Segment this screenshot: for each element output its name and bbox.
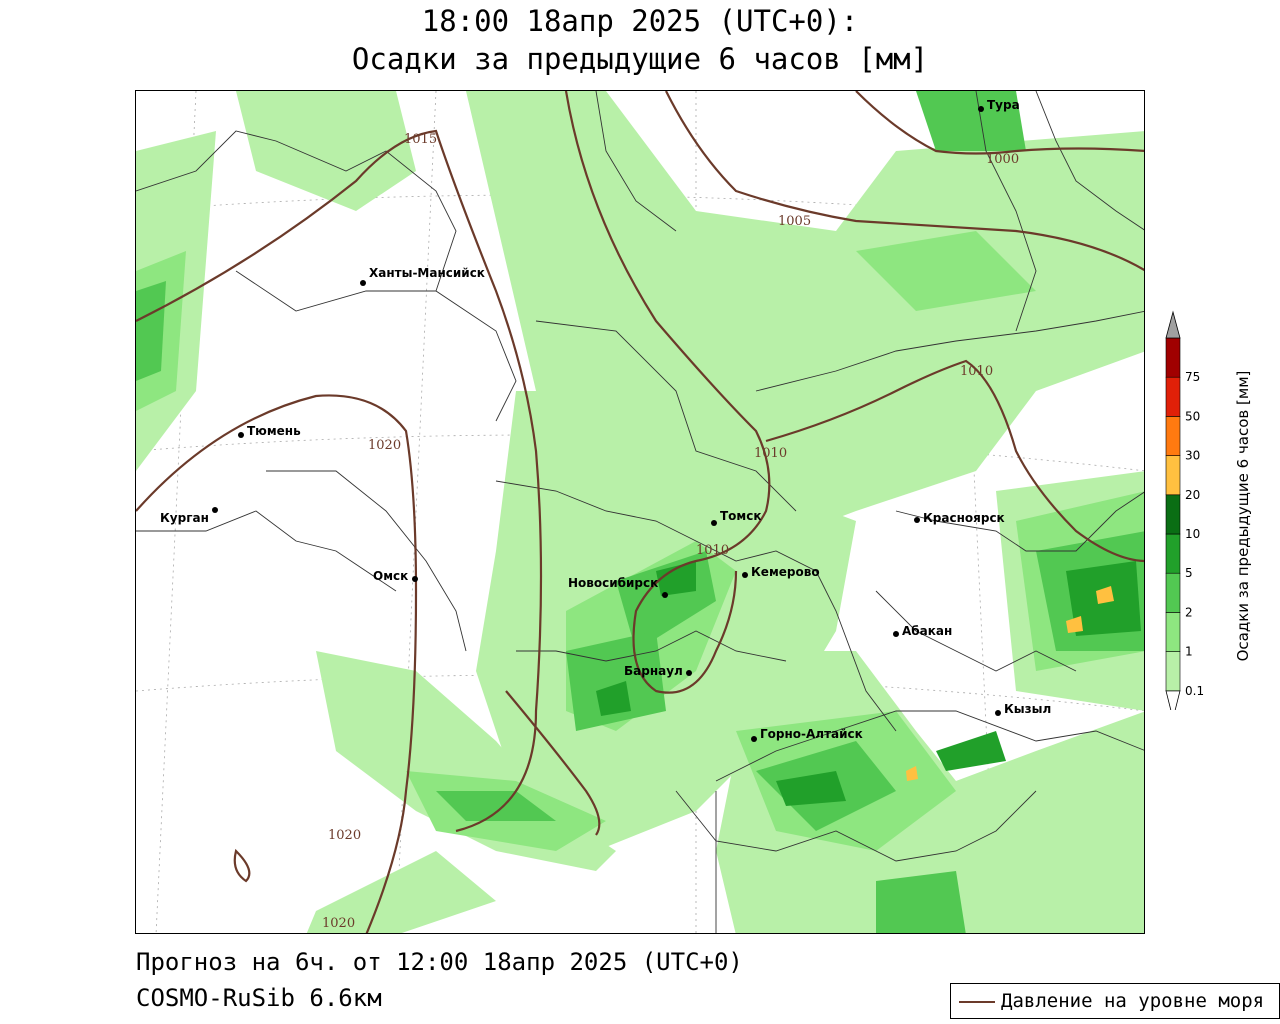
city-label: Барнаул [624, 664, 683, 678]
colorbar-swatch [1165, 494, 1181, 535]
city-kurgan[interactable]: Курган [160, 507, 218, 525]
city-label: Курган [160, 511, 209, 525]
city-krasnoyarsk[interactable]: Красноярск [914, 511, 1005, 525]
colorbar-tick-label: 20 [1185, 488, 1200, 502]
precipitation-map[interactable]: 1015 1000 1005 1010 1010 1010 1020 1020 … [135, 90, 1145, 934]
admin-borders [136, 91, 1144, 933]
isobars [136, 91, 1144, 933]
city-khanty-mansiysk[interactable]: Ханты-Мансийск [360, 266, 485, 286]
isobar-label: 1020 [322, 916, 355, 931]
colorbar-swatch [1165, 337, 1181, 378]
isobar-label: 1010 [960, 364, 993, 379]
city-kyzyl[interactable]: Кызыл [995, 702, 1051, 716]
colorbar-swatch [1165, 533, 1181, 574]
city-barnaul[interactable]: Барнаул [624, 664, 692, 678]
isobar-label: 1010 [754, 446, 787, 461]
isobar-label: 1005 [778, 214, 811, 229]
isobar-label: 1020 [368, 438, 401, 453]
colorbar-swatch [1165, 376, 1181, 417]
city-label: Тюмень [247, 424, 301, 438]
colorbar-labels: 0.1 1 2 5 10 20 30 50 75 [1185, 370, 1204, 698]
precip-colorbar: 0.1 1 2 5 10 20 30 50 75 [1165, 310, 1204, 710]
city-tyumen[interactable]: Тюмень [238, 424, 301, 438]
isobar-label: 1015 [404, 132, 437, 147]
colorbar-tick-label: 2 [1185, 605, 1193, 619]
colorbar-underflow [1165, 690, 1181, 710]
pressure-legend-label: Давление на уровне моря [1001, 990, 1265, 1012]
colorbar-swatch [1165, 572, 1181, 613]
city-label: Ханты-Мансийск [369, 266, 485, 280]
forecast-info: Прогноз на 6ч. от 12:00 18апр 2025 (UTC+… [136, 948, 743, 976]
isobar-label: 1020 [328, 828, 361, 843]
city-tura[interactable]: Тура [978, 98, 1020, 112]
city-label: Горно-Алтайск [760, 727, 863, 741]
city-label: Томск [720, 509, 762, 523]
map-title-time: 18:00 18апр 2025 (UTC+0): [421, 4, 859, 38]
isobar-labels: 1015 1000 1005 1010 1010 1010 1020 1020 … [322, 132, 1019, 931]
colorbar-tick-label: 30 [1185, 449, 1200, 463]
colorbar-tick-label: 75 [1185, 370, 1200, 384]
colorbar-swatch [1165, 651, 1181, 692]
pressure-legend-line [959, 1001, 995, 1003]
precip-field-intense [906, 586, 1114, 781]
colorbar-tick-label: 50 [1185, 409, 1200, 423]
city-omsk[interactable]: Омск [373, 569, 418, 583]
colorbar-tick-label: 0.1 [1185, 684, 1204, 698]
city-kemerovo[interactable]: Кемерово [742, 565, 820, 579]
city-label: Тура [987, 98, 1020, 112]
city-tomsk[interactable]: Томск [711, 509, 762, 526]
city-label: Абакан [902, 624, 952, 638]
colorbar-tick-label: 1 [1185, 645, 1193, 659]
cities: Тура Ханты-Мансийск Тюмень Курган Омск Н… [160, 98, 1051, 742]
colorbar-swatches [1165, 310, 1181, 710]
city-label: Омск [373, 569, 408, 583]
colorbar-tick-label: 5 [1185, 566, 1193, 580]
isobar-label: 1000 [986, 152, 1019, 167]
isobar-label: 1010 [696, 543, 729, 558]
model-name: COSMO-RuSib 6.6км [136, 984, 382, 1012]
city-label: Кызыл [1004, 702, 1051, 716]
city-novosibirsk[interactable]: Новосибирск [568, 576, 668, 598]
colorbar-overflow [1165, 310, 1181, 339]
city-gorno-altaysk[interactable]: Горно-Алтайск [751, 727, 863, 742]
colorbar-swatch [1165, 455, 1181, 496]
city-label: Кемерово [751, 565, 820, 579]
map-title-variable: Осадки за предыдущие 6 часов [мм] [351, 42, 929, 76]
colorbar-title: Осадки за предыдущие 6 часов [мм] [1234, 370, 1252, 662]
map-canvas: 1015 1000 1005 1010 1010 1010 1020 1020 … [136, 91, 1144, 933]
pressure-legend: Давление на уровне моря [950, 983, 1280, 1019]
colorbar-swatch [1165, 416, 1181, 456]
colorbar-swatch [1165, 612, 1181, 652]
colorbar-tick-label: 10 [1185, 527, 1200, 541]
city-label: Красноярск [923, 511, 1005, 525]
city-abakan[interactable]: Абакан [893, 624, 952, 638]
city-label: Новосибирск [568, 576, 658, 590]
